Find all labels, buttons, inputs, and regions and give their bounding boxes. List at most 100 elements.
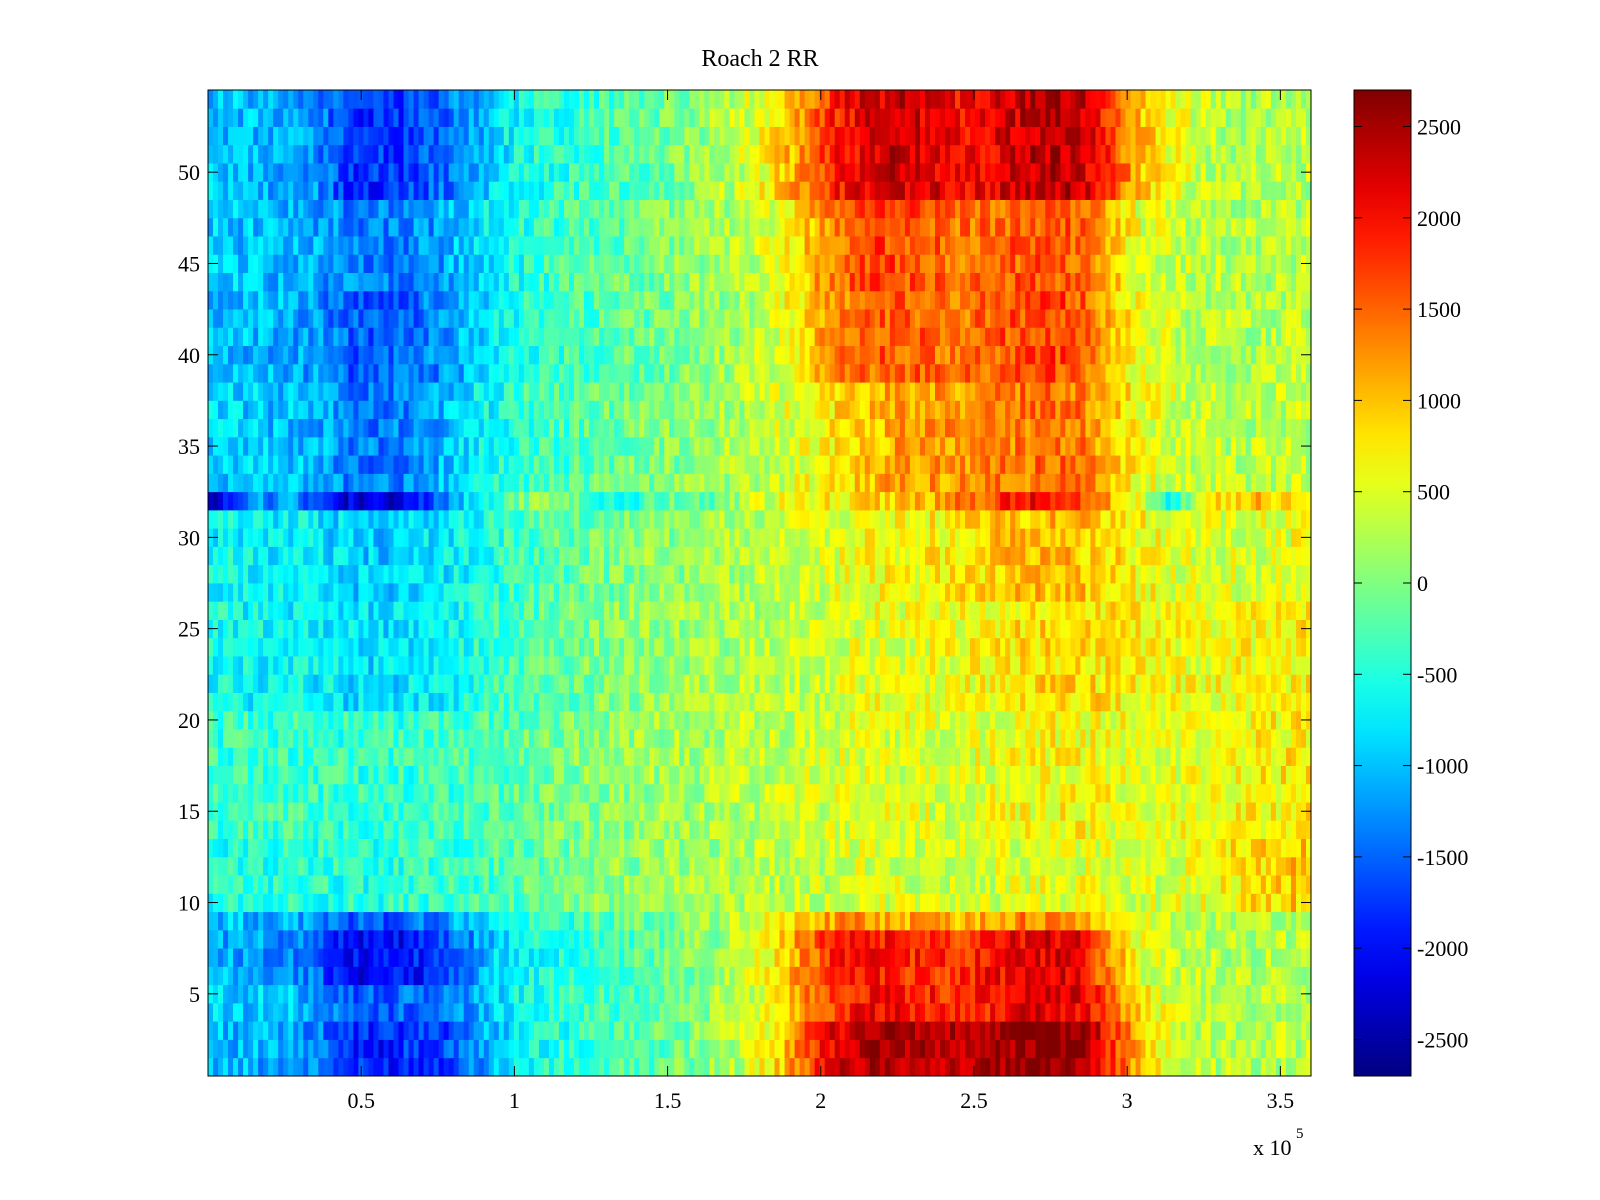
heatmap-cell xyxy=(889,984,896,1004)
heatmap-cell xyxy=(634,692,640,712)
heatmap-cell xyxy=(904,984,911,1004)
heatmap-cell xyxy=(804,1039,811,1059)
heatmap-cell xyxy=(1275,1002,1282,1022)
heatmap-cell xyxy=(704,747,710,766)
heatmap-cell xyxy=(589,893,595,913)
heatmap-cell xyxy=(1125,893,1132,913)
heatmap-cell xyxy=(629,747,635,766)
heatmap-cell xyxy=(824,838,831,858)
heatmap-cell xyxy=(729,1021,736,1040)
heatmap-cell xyxy=(719,747,725,766)
heatmap-cell xyxy=(488,911,495,931)
heatmap-cell xyxy=(869,893,876,913)
heatmap-cell xyxy=(644,765,650,785)
heatmap-cell xyxy=(553,820,560,840)
heatmap-cell xyxy=(273,1021,279,1040)
heatmap-cell xyxy=(1035,1021,1041,1040)
heatmap-cell xyxy=(724,1021,731,1040)
heatmap-cell xyxy=(1125,820,1132,840)
heatmap-cell xyxy=(508,911,515,931)
heatmap-cell xyxy=(939,783,946,803)
heatmap-cell xyxy=(859,893,866,913)
heatmap-cell xyxy=(914,1021,921,1040)
heatmap-cell xyxy=(960,747,966,766)
heatmap-cell xyxy=(318,911,324,931)
heatmap-cell xyxy=(443,929,450,949)
heatmap-cell xyxy=(894,929,901,949)
heatmap-cell xyxy=(1290,948,1297,967)
heatmap-cell xyxy=(223,856,229,876)
heatmap-cell xyxy=(614,929,620,949)
heatmap-cell xyxy=(433,1002,440,1022)
heatmap-cell xyxy=(1235,802,1242,821)
heatmap-cell xyxy=(1190,984,1197,1004)
heatmap-cell xyxy=(328,765,334,785)
heatmap-cell xyxy=(263,1002,269,1022)
heatmap-cell xyxy=(303,656,309,675)
heatmap-cell xyxy=(834,656,841,675)
heatmap-cell xyxy=(1285,820,1292,840)
heatmap-cell xyxy=(1165,1039,1172,1059)
heatmap-cell xyxy=(679,747,685,766)
heatmap-cell xyxy=(378,893,385,913)
heatmap-cell xyxy=(258,893,264,913)
heatmap-cell xyxy=(338,893,344,913)
heatmap-cell xyxy=(253,1021,259,1040)
heatmap-cell xyxy=(528,820,535,840)
heatmap-cell xyxy=(1215,729,1222,748)
heatmap-cell xyxy=(684,984,690,1004)
heatmap-cell xyxy=(619,911,625,931)
heatmap-cell xyxy=(273,692,279,712)
heatmap-cell xyxy=(428,820,435,840)
heatmap-cell xyxy=(1230,911,1237,931)
heatmap-cell xyxy=(233,1057,239,1076)
heatmap-cell xyxy=(654,838,660,858)
heatmap-cell xyxy=(468,911,475,931)
heatmap-cell xyxy=(784,856,791,876)
heatmap-cell xyxy=(1265,1039,1272,1059)
heatmap-cell xyxy=(308,1021,314,1040)
heatmap-cell xyxy=(634,911,640,931)
heatmap-cell xyxy=(248,984,254,1004)
heatmap-cell xyxy=(609,747,615,766)
heatmap-cell xyxy=(318,1002,324,1022)
heatmap-cell xyxy=(1140,1057,1147,1076)
heatmap-cell xyxy=(1260,875,1267,894)
heatmap-cell xyxy=(1160,729,1167,748)
heatmap-cell xyxy=(1145,1021,1152,1040)
heatmap-cell xyxy=(1040,1021,1046,1040)
heatmap-cell xyxy=(208,783,214,803)
heatmap-cell xyxy=(970,856,976,876)
heatmap-cell xyxy=(568,966,575,986)
heatmap-cell xyxy=(373,729,380,748)
heatmap-cell xyxy=(1015,856,1021,876)
heatmap-cell xyxy=(784,1057,791,1076)
heatmap-cell xyxy=(689,674,695,693)
heatmap-cell xyxy=(258,747,264,766)
heatmap-cell xyxy=(679,765,685,785)
heatmap-cell xyxy=(639,838,645,858)
heatmap-cell xyxy=(985,1002,991,1022)
heatmap-cell xyxy=(975,1021,981,1040)
heatmap-cell xyxy=(1215,674,1222,693)
heatmap-cell xyxy=(869,911,876,931)
heatmap-cell xyxy=(1085,893,1091,913)
heatmap-cell xyxy=(884,765,891,785)
heatmap-cell xyxy=(1180,729,1187,748)
heatmap-cell xyxy=(303,1002,309,1022)
heatmap-cell xyxy=(228,911,234,931)
heatmap-cell xyxy=(1090,674,1097,693)
heatmap-cell xyxy=(1165,929,1172,949)
heatmap-cell xyxy=(789,1057,796,1076)
heatmap-cell xyxy=(1025,893,1031,913)
heatmap-cell xyxy=(1220,1057,1227,1076)
heatmap-cell xyxy=(709,856,715,876)
heatmap-cell xyxy=(508,747,515,766)
heatmap-cell xyxy=(218,1021,224,1040)
heatmap-cell xyxy=(604,802,610,821)
heatmap-cell xyxy=(513,966,520,986)
heatmap-cell xyxy=(654,1057,660,1076)
heatmap-cell xyxy=(1000,729,1006,748)
heatmap-cell xyxy=(889,966,896,986)
heatmap-cell xyxy=(393,820,400,840)
